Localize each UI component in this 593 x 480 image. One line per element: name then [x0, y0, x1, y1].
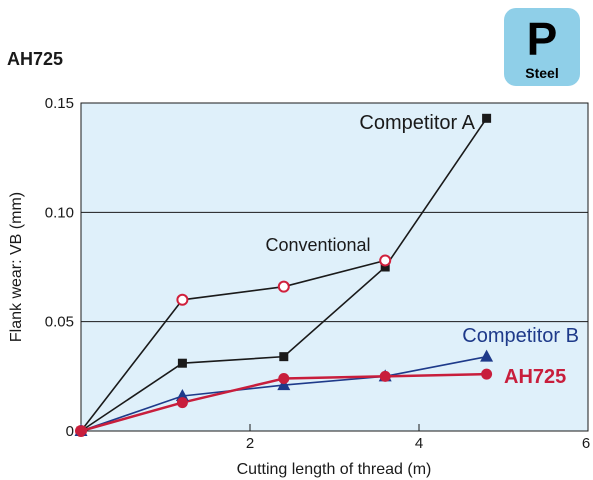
x-axis-label: Cutting length of thread (m): [237, 461, 432, 478]
data-point: [380, 262, 390, 272]
data-point: [277, 280, 290, 293]
y-axis-label: Flank wear: VB (mm): [8, 192, 25, 342]
x-tick-label: 4: [415, 435, 423, 452]
data-point: [481, 368, 493, 380]
y-tick-label: 0: [66, 423, 74, 440]
data-point: [277, 378, 291, 391]
data-point: [379, 254, 392, 267]
y-tick-label: 0.15: [45, 95, 74, 112]
axis-ticks: 0 0.05 0.10 0.15 2 4 6: [45, 95, 590, 452]
series-layer: [74, 113, 494, 437]
series-labels: Competitor A Conventional Competitor B AH72…: [265, 112, 579, 388]
chart-heading: AH725: [7, 49, 64, 69]
series-name-label: Competitor A: [359, 112, 475, 134]
data-point: [279, 352, 289, 362]
data-point: [278, 373, 290, 385]
x-tick-label: 2: [246, 435, 254, 452]
badge-letter: P: [526, 13, 558, 65]
data-point: [175, 389, 189, 402]
data-point: [75, 425, 87, 437]
data-point: [177, 358, 187, 368]
material-badge: P Steel: [504, 8, 580, 86]
data-point: [176, 293, 189, 306]
series-name-label: AH725: [504, 366, 566, 388]
y-tick-label: 0.05: [45, 314, 74, 331]
series-line: [80, 259, 386, 432]
y-tick-label: 0.10: [45, 204, 74, 221]
data-point: [379, 370, 391, 382]
badge-label: Steel: [525, 65, 559, 81]
data-point: [480, 349, 494, 362]
series-name-label: Conventional: [265, 235, 370, 255]
data-point: [176, 397, 188, 409]
data-point: [482, 113, 492, 123]
series-name-label: Competitor B: [462, 325, 579, 347]
x-tick-label: 6: [582, 435, 590, 452]
